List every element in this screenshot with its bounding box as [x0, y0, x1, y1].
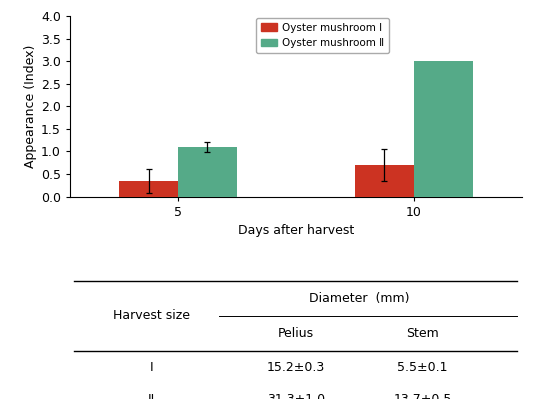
Bar	[119, 181, 178, 197]
Text: Stem: Stem	[406, 327, 439, 340]
Text: 13.7±0.5: 13.7±0.5	[393, 393, 451, 399]
Bar	[178, 147, 237, 197]
Text: 31.3±1.0: 31.3±1.0	[267, 393, 325, 399]
Text: Pelius: Pelius	[278, 327, 314, 340]
Text: Harvest size: Harvest size	[113, 309, 190, 322]
Text: 5.5±0.1: 5.5±0.1	[397, 361, 448, 373]
Y-axis label: Appearance (Index): Appearance (Index)	[24, 45, 37, 168]
Bar	[355, 165, 414, 197]
Text: Diameter  (mm): Diameter (mm)	[309, 292, 409, 305]
Text: 15.2±0.3: 15.2±0.3	[267, 361, 325, 373]
Bar	[414, 61, 473, 197]
X-axis label: Days after harvest: Days after harvest	[238, 224, 354, 237]
Legend: Oyster mushroom Ⅰ, Oyster mushroom Ⅱ: Oyster mushroom Ⅰ, Oyster mushroom Ⅱ	[256, 18, 390, 53]
Text: I: I	[150, 361, 153, 373]
Text: II: II	[147, 393, 155, 399]
